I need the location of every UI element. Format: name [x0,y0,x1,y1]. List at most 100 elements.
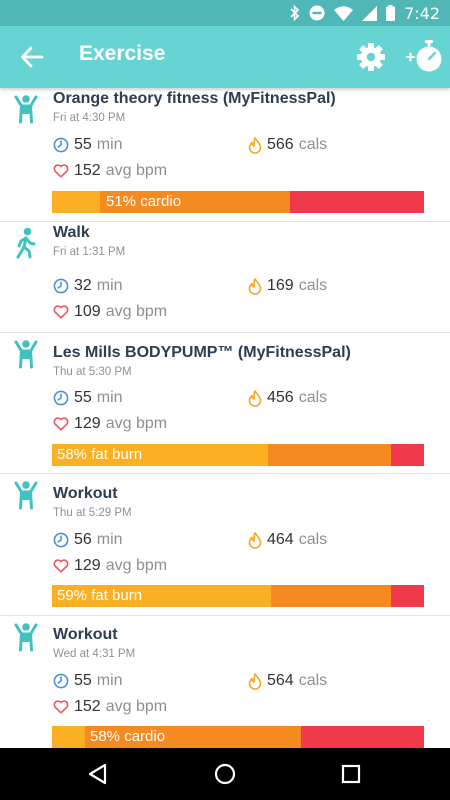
zone-fat-burn-segment [52,191,101,213]
workout-icon [14,95,38,124]
zone-cardio-segment [100,191,291,213]
zone-label: 58% fat burn [57,446,143,463]
heart-rate-value: 152 [74,698,101,715]
duration-stat: 55 min [53,136,123,154]
flame-icon [248,389,262,407]
exercise-card[interactable]: Walk Fri at 1:31 PM 32 min 169 cals 109 … [0,222,450,333]
exercise-time: Wed at 4:31 PM [53,648,136,660]
walk-icon [16,227,36,259]
duration-value: 55 [74,389,92,406]
duration-value: 55 [74,136,92,153]
duration-unit: min [96,136,123,153]
heart-rate-value: 109 [74,303,101,320]
nav-recents-icon[interactable] [339,762,363,786]
gear-icon[interactable] [356,42,386,72]
exercise-card[interactable]: Orange theory fitness (MyFitnessPal) Fri… [0,88,450,222]
heart-rate-value: 152 [74,162,101,179]
zone-cardio-segment [271,585,391,607]
zone-label: 59% fat burn [57,587,143,604]
clock-icon [53,673,69,689]
duration-unit: min [96,531,123,548]
flame-icon [248,531,262,549]
zone-label: 58% cardio [90,728,166,745]
calories-unit: cals [298,136,328,153]
exercise-title: Walk [53,224,90,241]
zone-fat-burn-segment [52,585,272,607]
status-time: 7:42 [404,3,440,23]
workout-icon [14,623,38,652]
heart-rate-zone-bar: 51% cardio [52,191,424,213]
heart-rate-stat: 152 avg bpm [53,698,167,716]
nav-back-icon[interactable] [86,762,110,786]
zone-fat-burn-segment [52,726,86,748]
zone-peak-segment [290,191,424,213]
calories-unit: cals [298,672,328,689]
heart-icon [53,305,69,319]
duration-value: 56 [74,531,92,548]
flame-icon [248,136,262,154]
duration-unit: min [96,277,123,294]
exercise-title: Orange theory fitness (MyFitnessPal) [53,90,336,107]
clock-icon [53,137,69,153]
page-title: Exercise [79,42,166,65]
heart-icon [53,164,69,178]
calories-unit: cals [298,277,328,294]
heart-rate-stat: 109 avg bpm [53,303,167,321]
heart-rate-zone-bar: 58% cardio [52,726,424,748]
clock-icon [53,532,69,548]
workout-icon [14,340,38,369]
calories-value: 464 [267,531,294,548]
system-navigation-bar [0,748,450,800]
exercise-title: Les Mills BODYPUMP™ (MyFitnessPal) [53,344,351,361]
exercise-card[interactable]: Les Mills BODYPUMP™ (MyFitnessPal) Thu a… [0,333,450,474]
exercise-list[interactable]: Orange theory fitness (MyFitnessPal) Fri… [0,88,450,748]
status-bar: 7:42 [0,0,450,26]
exercise-card[interactable]: Workout Thu at 5:29 PM 56 min 464 cals 1… [0,474,450,616]
do-not-disturb-icon [309,5,325,21]
heart-icon [53,700,69,714]
zone-cardio-segment [85,726,302,748]
bluetooth-icon [290,5,300,21]
calories-stat: 566 cals [248,136,327,154]
status-icons: 7:42 [290,0,440,26]
duration-unit: min [96,672,123,689]
zone-fat-burn-segment [52,444,268,466]
app-bar: Exercise [0,26,450,88]
heart-icon [53,559,69,573]
nav-home-icon[interactable] [213,762,237,786]
calories-stat: 169 cals [248,277,327,295]
heart-rate-zone-bar: 59% fat burn [52,585,424,607]
zone-peak-segment [301,726,424,748]
zone-peak-segment [390,585,424,607]
calories-stat: 564 cals [248,672,327,690]
duration-unit: min [96,389,123,406]
calories-unit: cals [298,531,328,548]
back-arrow-icon[interactable] [18,43,46,71]
exercise-title: Workout [53,626,118,643]
duration-value: 55 [74,672,92,689]
duration-value: 32 [74,277,92,294]
duration-stat: 55 min [53,389,123,407]
exercise-time: Thu at 5:30 PM [53,366,132,378]
calories-value: 564 [267,672,294,689]
exercise-time: Fri at 4:30 PM [53,112,126,124]
flame-icon [248,277,262,295]
heart-rate-unit: avg bpm [105,162,168,179]
exercise-card[interactable]: Workout Wed at 4:31 PM 55 min 564 cals 1… [0,616,450,748]
workout-icon [14,481,38,510]
heart-rate-value: 129 [74,557,101,574]
exercise-time: Thu at 5:29 PM [53,507,132,519]
battery-icon [386,5,396,21]
signal-icon [362,5,378,21]
heart-rate-stat: 152 avg bpm [53,162,167,180]
calories-stat: 456 cals [248,389,327,407]
calories-value: 566 [267,136,294,153]
calories-unit: cals [298,389,328,406]
exercise-title: Workout [53,485,118,502]
duration-stat: 55 min [53,672,123,690]
duration-stat: 56 min [53,531,123,549]
zone-cardio-segment [267,444,391,466]
exercise-time: Fri at 1:31 PM [53,246,126,258]
add-exercise-timer-icon[interactable] [405,37,443,75]
duration-stat: 32 min [53,277,123,295]
